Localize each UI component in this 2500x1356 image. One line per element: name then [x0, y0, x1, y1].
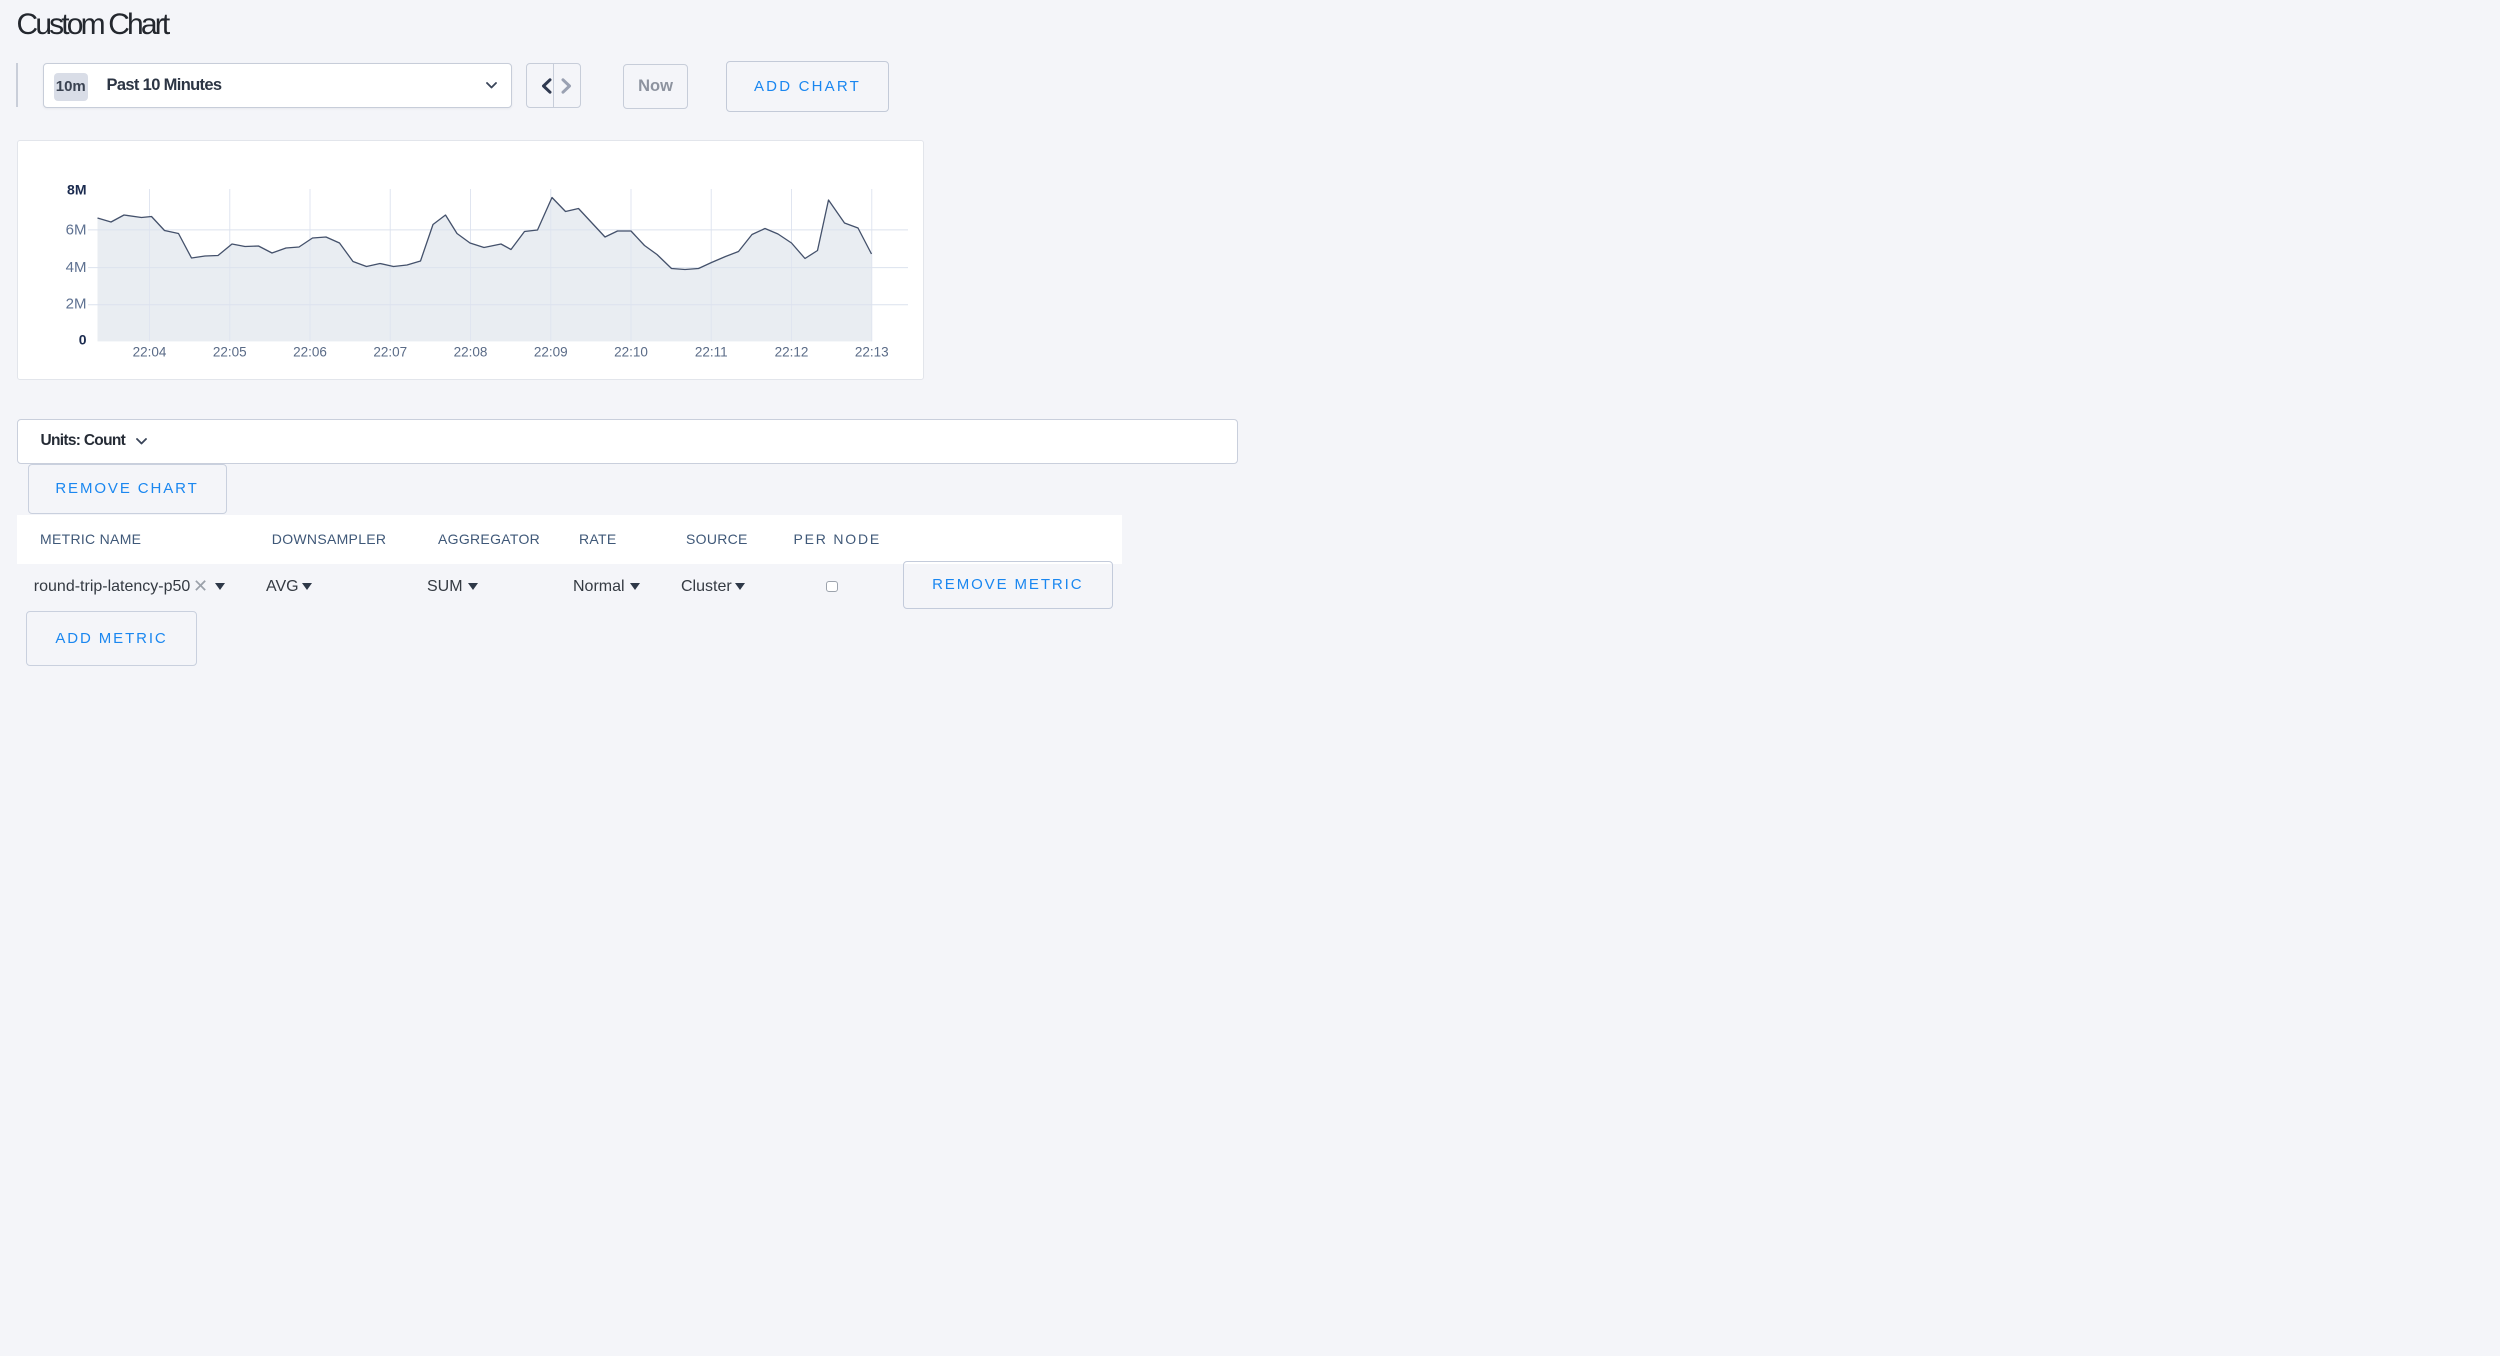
svg-text:22:08: 22:08	[454, 345, 488, 360]
svg-text:22:09: 22:09	[534, 345, 568, 360]
svg-text:0: 0	[79, 332, 87, 348]
svg-text:22:05: 22:05	[213, 345, 247, 360]
svg-text:2M: 2M	[66, 296, 87, 313]
svg-text:22:12: 22:12	[775, 345, 809, 360]
svg-text:22:06: 22:06	[293, 345, 327, 360]
svg-text:8M: 8M	[67, 182, 86, 198]
svg-text:22:10: 22:10	[614, 345, 648, 360]
svg-text:22:04: 22:04	[133, 345, 167, 360]
svg-text:4M: 4M	[66, 259, 87, 276]
svg-text:22:07: 22:07	[373, 345, 407, 360]
svg-text:22:11: 22:11	[695, 345, 728, 360]
svg-text:22:13: 22:13	[855, 345, 889, 360]
svg-text:6M: 6M	[66, 222, 87, 239]
